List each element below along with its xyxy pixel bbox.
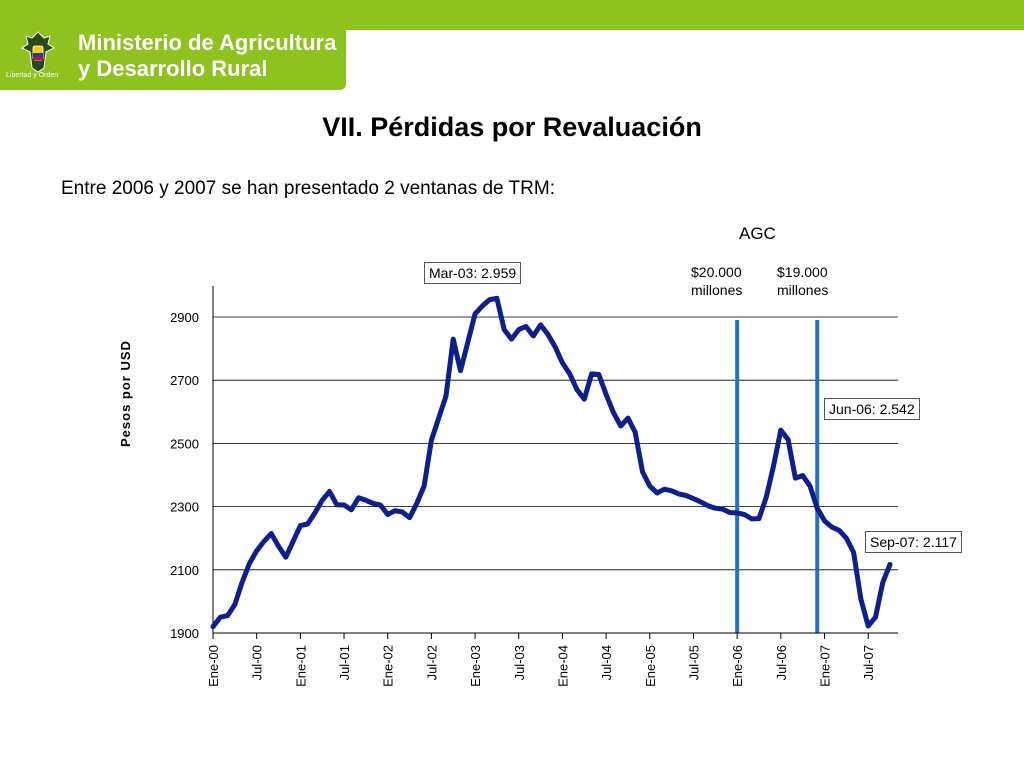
window2-amount: $19.000 bbox=[777, 264, 828, 280]
x-tick-label: Ene-00 bbox=[206, 645, 221, 687]
x-tick-label: Ene-06 bbox=[730, 645, 745, 687]
x-tick-label: Jul-01 bbox=[337, 645, 352, 680]
window2-label: $19.000 millones bbox=[777, 263, 828, 299]
window1-label: $20.000 millones bbox=[691, 263, 742, 299]
x-tick-label: Jul-04 bbox=[599, 645, 614, 680]
x-tick-labels: Ene-00 Jul-00 Ene-01 Jul-01 Ene-02 Jul-02 Ene-… bbox=[206, 645, 876, 687]
ministry-name-line2: y Desarrollo Rural bbox=[78, 56, 268, 81]
x-tick-label: Jul-00 bbox=[250, 645, 265, 680]
window1-unit: millones bbox=[691, 282, 743, 298]
y-tick-label: 2900 bbox=[170, 310, 199, 325]
callout-max: Mar-03: 2.959 bbox=[424, 262, 522, 284]
x-tick-label: Ene-04 bbox=[555, 645, 570, 687]
series bbox=[210, 295, 893, 630]
agc-label: AGC bbox=[739, 224, 776, 243]
axes bbox=[212, 286, 898, 639]
window2-unit: millones bbox=[777, 282, 829, 298]
callout-jun06: Jun-06: 2.542 bbox=[824, 398, 920, 420]
x-tick-label: Ene-02 bbox=[381, 645, 396, 687]
y-tick-label: 2100 bbox=[170, 563, 199, 578]
x-tick-label: Jul-02 bbox=[424, 645, 439, 680]
slide-subtitle: Entre 2006 y 2007 se han presentado 2 ve… bbox=[61, 178, 555, 199]
ministry-name: Ministerio de Agricultura y Desarrollo R… bbox=[78, 30, 336, 82]
x-tick-label: Jul-05 bbox=[686, 645, 701, 680]
y-tick-labels: 1900 2100 2300 2500 2700 2900 bbox=[170, 310, 199, 641]
grid-lines bbox=[213, 316, 898, 571]
motto-text: Libertad y Orden bbox=[6, 72, 59, 79]
y-tick-label: 2700 bbox=[170, 373, 199, 388]
x-tick-label: Jul-07 bbox=[861, 645, 876, 680]
trm-series-line bbox=[210, 295, 893, 630]
y-tick-label: 2500 bbox=[170, 436, 199, 451]
x-tick-label: Ene-03 bbox=[468, 645, 483, 687]
ministry-logo: Libertad y Orden Ministerio de Agricultu… bbox=[0, 0, 346, 90]
slide-title: VII. Pérdidas por Revaluación bbox=[322, 112, 702, 142]
x-tick-label: Ene-01 bbox=[293, 645, 308, 687]
x-tick-label: Ene-07 bbox=[818, 645, 833, 687]
x-tick-label: Jul-06 bbox=[774, 645, 789, 680]
window1-amount: $20.000 bbox=[691, 264, 742, 280]
x-tick-label: Jul-03 bbox=[512, 645, 527, 680]
ministry-name-line1: Ministerio de Agricultura bbox=[78, 30, 337, 55]
window-markers bbox=[735, 320, 820, 633]
x-tick-label: Ene-05 bbox=[643, 645, 658, 687]
callout-sep07: Sep-07: 2.117 bbox=[865, 531, 962, 553]
coat-of-arms-icon bbox=[21, 31, 55, 73]
y-tick-label: 1900 bbox=[170, 626, 199, 641]
y-tick-label: 2300 bbox=[170, 500, 199, 515]
